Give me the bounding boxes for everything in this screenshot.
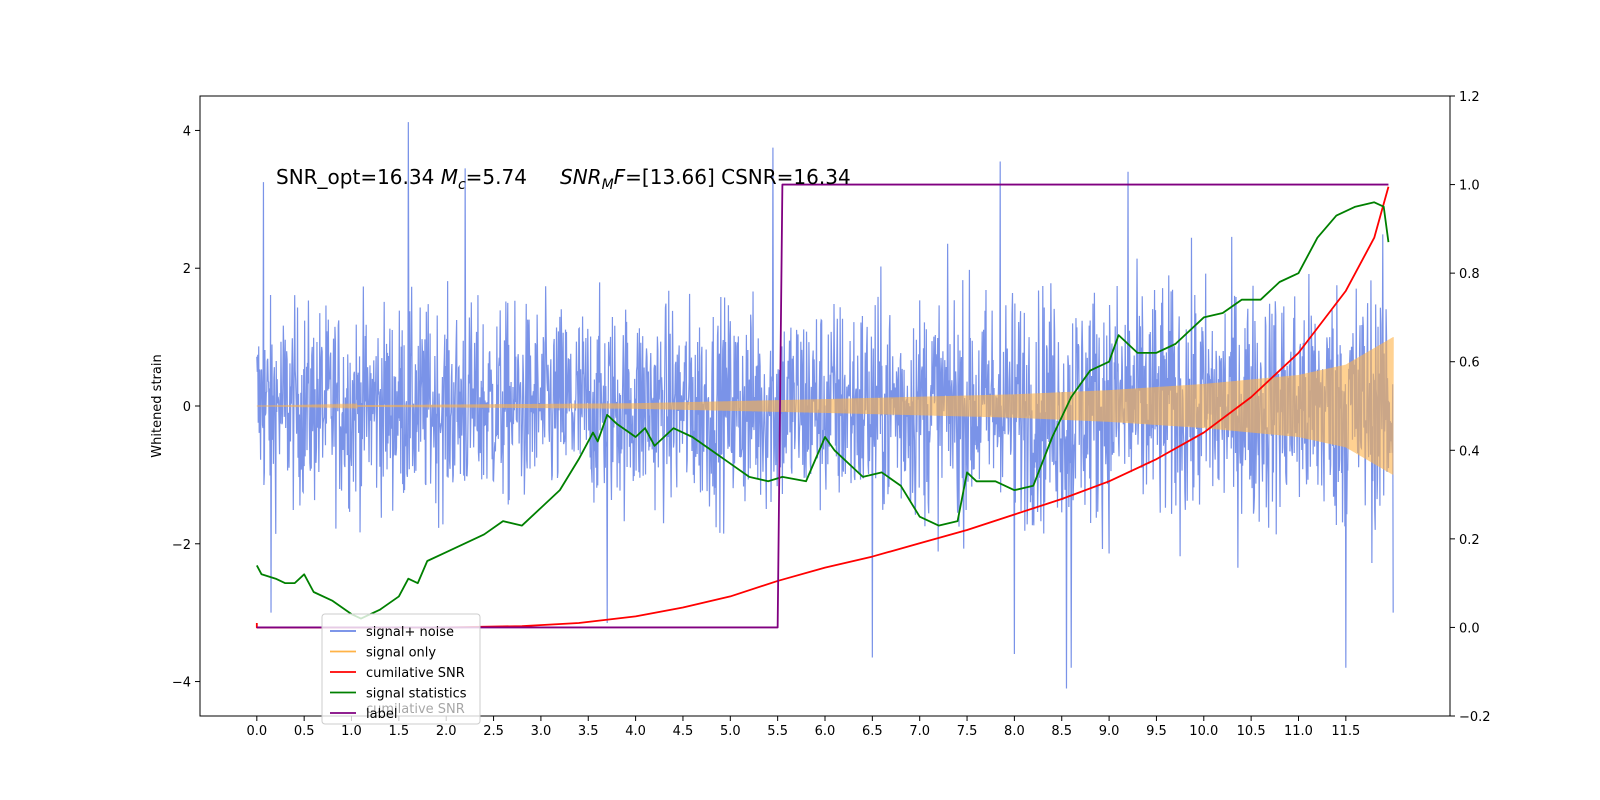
label-line <box>256 183 1389 629</box>
x-tick-label: 4.5 <box>673 724 694 739</box>
x-tick-label: 9.0 <box>1099 724 1120 739</box>
y-tick-label-left: 0 <box>183 400 191 415</box>
x-tick-label: 6.5 <box>862 724 883 739</box>
x-tick-label: 2.5 <box>483 724 504 739</box>
x-tick-label: 7.0 <box>909 724 930 739</box>
legend-label: label <box>366 707 397 722</box>
x-tick-label: 10.5 <box>1237 724 1266 739</box>
y-tick-label-right: 0.8 <box>1459 267 1480 282</box>
annotation-mc-value: =5.74 <box>466 165 527 189</box>
y-tick-label-right: 1.2 <box>1459 90 1480 105</box>
annotation-mc-subscript: c <box>458 177 466 193</box>
signal-only-series <box>256 337 1394 475</box>
x-tick-label: 11.5 <box>1331 724 1360 739</box>
x-tick-label: 11.0 <box>1284 724 1313 739</box>
annotation-snr-value: =[13.66] CSNR=16.34 <box>625 165 851 189</box>
x-tick-label: 8.0 <box>1004 724 1025 739</box>
legend-label: signal only <box>366 646 436 661</box>
y-axis-label-left: Whitened strain <box>150 354 165 457</box>
y-tick-label-right: 0.0 <box>1459 621 1480 636</box>
x-tick-label: 2.0 <box>436 724 457 739</box>
legend-label: signal+ noise <box>366 625 454 640</box>
x-tick-label: 7.5 <box>957 724 978 739</box>
line-series <box>255 183 1390 629</box>
annotation-prefix: SNR_opt=16.34 <box>276 165 441 189</box>
legend: cumilative SNR signal+ noise signal only c… <box>321 613 481 725</box>
y-tick-label-right: 0.2 <box>1459 533 1480 548</box>
y-axis-left: −4 −2 0 2 4 <box>172 124 200 691</box>
legend-label: cumilative SNR <box>366 666 465 681</box>
x-tick-label: 5.5 <box>767 724 788 739</box>
signal-only-line <box>256 337 1394 475</box>
x-tick-label: 6.0 <box>815 724 836 739</box>
plot-area <box>255 122 1394 689</box>
y-tick-label-right: −0.2 <box>1459 710 1491 725</box>
annotation-snr-subscript: M <box>602 177 614 193</box>
cumulative-snr-line <box>255 186 1390 629</box>
y-tick-label-left: 2 <box>183 262 191 277</box>
x-tick-label: 9.5 <box>1146 724 1167 739</box>
annotation-mc-symbol: M <box>441 165 458 189</box>
y-tick-label-left: −4 <box>172 676 191 691</box>
legend-box <box>321 613 481 725</box>
x-tick-label: 0.0 <box>246 724 267 739</box>
x-tick-label: 3.0 <box>531 724 552 739</box>
chart-annotation: SNR_opt=16.34 Mc=5.74 SNRMF=[13.66] CSNR=… <box>276 165 851 193</box>
annotation-snr-f: F <box>614 165 626 189</box>
y-tick-label-right: 0.6 <box>1459 356 1480 371</box>
x-tick-label: 8.5 <box>1051 724 1072 739</box>
x-tick-label: 1.5 <box>389 724 410 739</box>
x-axis: 0.0 0.5 1.0 1.5 2.0 2.5 3.0 3.5 4.0 4.5 5.0 5.5 6.0 6… <box>246 716 1360 739</box>
y-tick-label-right: 0.4 <box>1459 444 1480 459</box>
legend-ghost-text: cumilative SNR <box>366 702 465 717</box>
y-tick-label-right: 1.0 <box>1459 179 1480 194</box>
signal-statistics-line <box>256 201 1390 620</box>
annotation-snr-symbol: SNR <box>560 165 602 189</box>
x-tick-label: 10.0 <box>1189 724 1218 739</box>
x-tick-label: 4.0 <box>625 724 646 739</box>
y-tick-label-left: 4 <box>183 124 191 139</box>
x-tick-label: 1.0 <box>341 724 362 739</box>
y-axis-right: −0.2 0.0 0.2 0.4 0.6 0.8 1.0 1.2 <box>1450 90 1491 725</box>
x-tick-label: 5.0 <box>720 724 741 739</box>
legend-label: signal statistics <box>366 687 467 702</box>
y-tick-label-left: −2 <box>172 538 191 553</box>
x-tick-label: 0.5 <box>294 724 315 739</box>
x-tick-label: 3.5 <box>578 724 599 739</box>
